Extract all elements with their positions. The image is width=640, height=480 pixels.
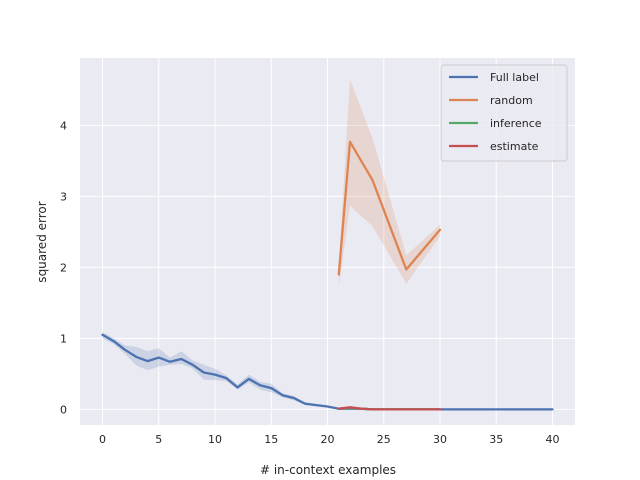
confidence-bands	[102, 79, 553, 410]
random-line	[337, 140, 442, 276]
x-tick-label: 10	[208, 433, 222, 446]
x-tick-label: 35	[489, 433, 503, 446]
legend-label-full-label: Full label	[490, 71, 539, 84]
x-axis-ticks: 0 5 10 15 20 25 30 35 40	[99, 433, 560, 446]
legend-label-random: random	[490, 94, 533, 107]
legend-label-estimate: estimate	[490, 140, 539, 153]
y-axis-ticks: 0 1 2 3 4	[60, 119, 67, 416]
legend-label-inference: inference	[490, 117, 542, 130]
y-tick-label: 0	[60, 403, 67, 416]
x-tick-label: 20	[321, 433, 335, 446]
estimate-line	[337, 406, 442, 411]
legend: Full label random inference estimate	[440, 64, 568, 162]
y-tick-label: 3	[60, 190, 67, 203]
random-band	[338, 79, 440, 288]
x-tick-label: 40	[546, 433, 560, 446]
y-tick-label: 4	[60, 119, 67, 132]
full-label-line	[101, 333, 554, 411]
x-tick-label: 0	[99, 433, 106, 446]
y-tick-label: 1	[60, 332, 67, 345]
x-tick-label: 5	[155, 433, 162, 446]
x-tick-label: 25	[377, 433, 391, 446]
legend-box	[440, 64, 568, 162]
x-axis-label: # in-context examples	[260, 463, 396, 477]
series-lines	[101, 140, 554, 411]
y-axis-label: squared error	[35, 201, 49, 282]
x-tick-label: 30	[433, 433, 447, 446]
y-tick-label: 2	[60, 261, 67, 274]
x-tick-label: 15	[264, 433, 278, 446]
